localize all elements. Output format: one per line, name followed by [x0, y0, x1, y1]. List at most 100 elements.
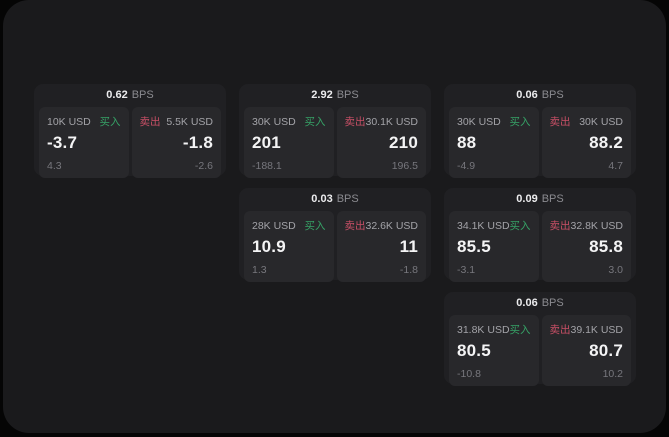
sell-quote-panel[interactable]: 卖出 39.1K USD 80.7 10.2 [541, 315, 631, 386]
sell-delta: 196.5 [391, 160, 418, 172]
sell-size-label: 30K USD [579, 116, 623, 128]
buy-quote-panel[interactable]: 28K USD 买入 10.9 1.3 [244, 211, 334, 282]
sell-delta: 4.7 [608, 160, 623, 172]
bps-value: 0.03 [311, 193, 333, 205]
sell-size-label: 32.8K USD [570, 220, 624, 232]
sell-price: 80.7 [589, 341, 623, 360]
quote-cards-grid: 0.62 BPS 10K USD 买入 -3.7 4.3 卖出 5.5K USD… [34, 84, 636, 386]
buy-quote-panel[interactable]: 30K USD 买入 88 -4.9 [449, 107, 539, 178]
sell-top-row: 卖出 39.1K USD [550, 322, 624, 337]
main-panel: 0.62 BPS 10K USD 买入 -3.7 4.3 卖出 5.5K USD… [3, 0, 666, 433]
buy-price: 201 [252, 133, 281, 152]
sell-side-label: 卖出 [549, 220, 571, 232]
sell-side-label: 卖出 [344, 220, 366, 232]
bps-suffix-label: BPS [336, 89, 359, 101]
bps-suffix-label: BPS [541, 297, 564, 309]
bps-suffix-label: BPS [541, 89, 564, 101]
quote-card-body: 34.1K USD 买入 85.5 -3.1 卖出 32.8K USD 85.8… [444, 211, 636, 287]
buy-top-row: 31.8K USD 买入 [457, 322, 531, 337]
sell-side-label: 卖出 [139, 116, 161, 128]
bps-header: 0.03 BPS [239, 188, 431, 211]
buy-price: 85.5 [457, 237, 491, 256]
buy-side-label: 买入 [304, 220, 326, 232]
buy-size-label: 30K USD [252, 116, 296, 128]
buy-price: 88 [457, 133, 477, 152]
bps-value: 0.62 [106, 89, 128, 101]
sell-delta: -2.6 [194, 160, 213, 172]
buy-delta: -4.9 [457, 160, 476, 172]
quote-card: 0.62 BPS 10K USD 买入 -3.7 4.3 卖出 5.5K USD… [34, 84, 226, 178]
sell-top-row: 卖出 32.8K USD [550, 218, 624, 233]
bps-value: 2.92 [311, 89, 333, 101]
quote-card-body: 30K USD 买入 201 -188.1 卖出 30.1K USD 210 1… [239, 107, 431, 183]
quote-card: 2.92 BPS 30K USD 买入 201 -188.1 卖出 30.1K … [239, 84, 431, 178]
buy-top-row: 10K USD 买入 [47, 114, 121, 129]
buy-side-label: 买入 [509, 220, 531, 232]
sell-delta: -1.8 [399, 264, 418, 276]
buy-side-label: 买入 [509, 116, 531, 128]
quote-card: 0.06 BPS 30K USD 买入 88 -4.9 卖出 30K USD 8… [444, 84, 636, 178]
buy-price: -3.7 [47, 133, 78, 152]
sell-quote-panel[interactable]: 卖出 32.8K USD 85.8 3.0 [541, 211, 631, 282]
buy-delta: -188.1 [252, 160, 282, 172]
buy-size-label: 28K USD [252, 220, 296, 232]
bps-header: 0.06 BPS [444, 84, 636, 107]
sell-quote-panel[interactable]: 卖出 5.5K USD -1.8 -2.6 [131, 107, 221, 178]
sell-top-row: 卖出 32.6K USD [345, 218, 419, 233]
quote-card: 0.09 BPS 34.1K USD 买入 85.5 -3.1 卖出 32.8K… [444, 188, 636, 282]
buy-quote-panel[interactable]: 10K USD 买入 -3.7 4.3 [39, 107, 129, 178]
buy-size-label: 10K USD [47, 116, 91, 128]
sell-price: 88.2 [589, 133, 623, 152]
sell-price: 85.8 [589, 237, 623, 256]
buy-top-row: 30K USD 买入 [252, 114, 326, 129]
bps-header: 0.62 BPS [34, 84, 226, 107]
bps-header: 0.09 BPS [444, 188, 636, 211]
buy-delta: 4.3 [47, 160, 62, 172]
sell-delta: 10.2 [602, 368, 623, 380]
buy-price: 10.9 [252, 237, 286, 256]
sell-top-row: 卖出 30K USD [550, 114, 624, 129]
buy-size-label: 34.1K USD [457, 220, 510, 232]
bps-value: 0.06 [516, 89, 538, 101]
buy-quote-panel[interactable]: 30K USD 买入 201 -188.1 [244, 107, 334, 178]
sell-size-label: 39.1K USD [570, 324, 624, 336]
quote-card: 0.06 BPS 31.8K USD 买入 80.5 -10.8 卖出 39.1… [444, 292, 636, 386]
sell-quote-panel[interactable]: 卖出 30.1K USD 210 196.5 [336, 107, 426, 178]
bps-suffix-label: BPS [541, 193, 564, 205]
quote-card-body: 30K USD 买入 88 -4.9 卖出 30K USD 88.2 4.7 [444, 107, 636, 183]
buy-price: 80.5 [457, 341, 491, 360]
sell-quote-panel[interactable]: 卖出 30K USD 88.2 4.7 [541, 107, 631, 178]
sell-side-label: 卖出 [344, 116, 366, 128]
sell-price: 11 [399, 237, 418, 256]
buy-size-label: 30K USD [457, 116, 501, 128]
sell-size-label: 32.6K USD [365, 220, 419, 232]
sell-price: 210 [389, 133, 418, 152]
sell-quote-panel[interactable]: 卖出 32.6K USD 11 -1.8 [336, 211, 426, 282]
buy-side-label: 买入 [509, 324, 531, 336]
bps-header: 0.06 BPS [444, 292, 636, 315]
bps-value: 0.06 [516, 297, 538, 309]
buy-delta: 1.3 [252, 264, 267, 276]
sell-side-label: 卖出 [549, 324, 571, 336]
sell-size-label: 30.1K USD [365, 116, 419, 128]
buy-side-label: 买入 [99, 116, 121, 128]
quote-card-body: 31.8K USD 买入 80.5 -10.8 卖出 39.1K USD 80.… [444, 315, 636, 391]
buy-side-label: 买入 [304, 116, 326, 128]
sell-side-label: 卖出 [549, 116, 571, 128]
sell-delta: 3.0 [608, 264, 623, 276]
quote-card-body: 28K USD 买入 10.9 1.3 卖出 32.6K USD 11 -1.8 [239, 211, 431, 287]
buy-top-row: 28K USD 买入 [252, 218, 326, 233]
buy-quote-panel[interactable]: 34.1K USD 买入 85.5 -3.1 [449, 211, 539, 282]
bps-suffix-label: BPS [131, 89, 154, 101]
buy-top-row: 30K USD 买入 [457, 114, 531, 129]
sell-top-row: 卖出 30.1K USD [345, 114, 419, 129]
buy-top-row: 34.1K USD 买入 [457, 218, 531, 233]
sell-top-row: 卖出 5.5K USD [140, 114, 214, 129]
buy-quote-panel[interactable]: 31.8K USD 买入 80.5 -10.8 [449, 315, 539, 386]
quote-card-body: 10K USD 买入 -3.7 4.3 卖出 5.5K USD -1.8 -2.… [34, 107, 226, 183]
bps-value: 0.09 [516, 193, 538, 205]
bps-suffix-label: BPS [336, 193, 359, 205]
buy-delta: -3.1 [457, 264, 476, 276]
quote-card: 0.03 BPS 28K USD 买入 10.9 1.3 卖出 32.6K US… [239, 188, 431, 282]
sell-price: -1.8 [182, 133, 213, 152]
